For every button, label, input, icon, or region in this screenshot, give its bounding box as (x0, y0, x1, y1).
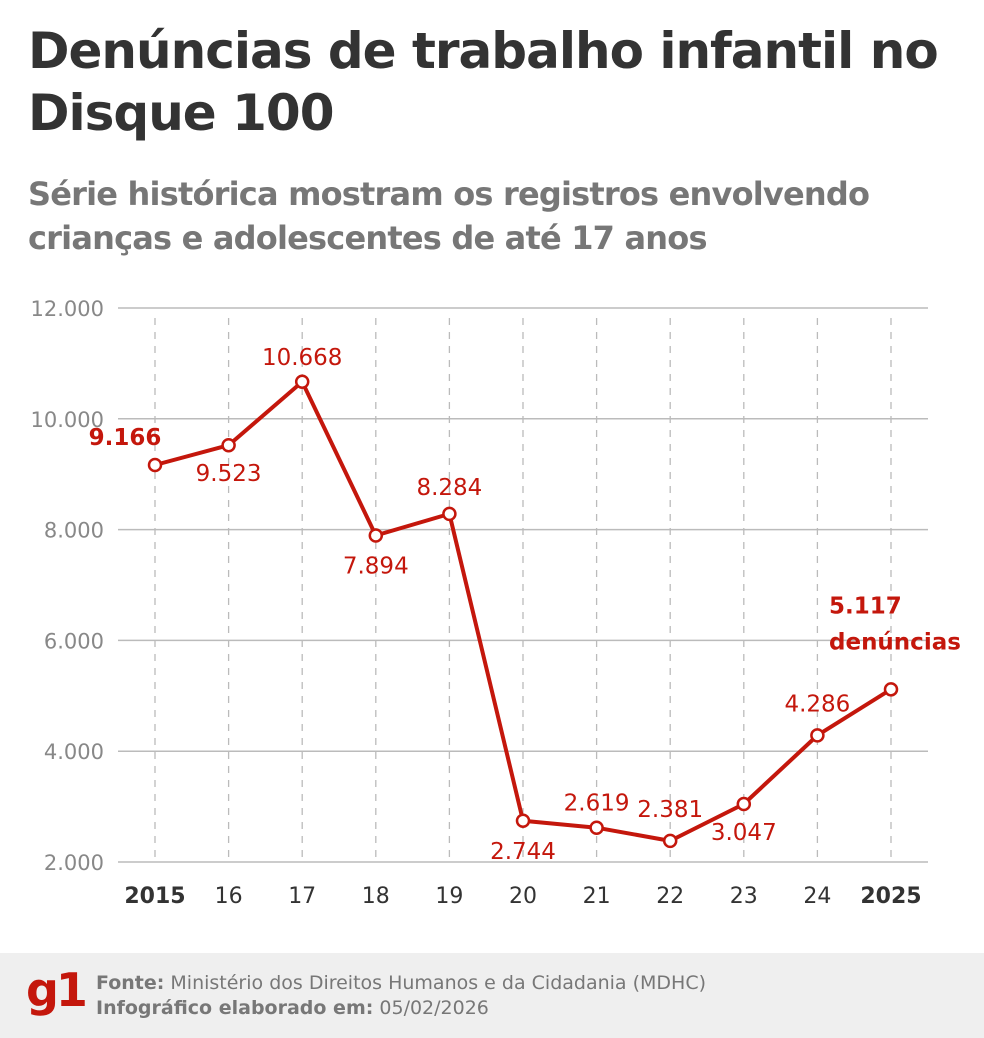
y-tick-label: 6.000 (44, 629, 104, 653)
x-tick-label: 20 (509, 884, 537, 909)
g1-logo: g1 (26, 963, 88, 1017)
data-label: 2.619 (564, 791, 630, 817)
data-label: 9.523 (196, 461, 262, 487)
data-label: 8.284 (416, 475, 482, 501)
chart-subtitle: Série histórica mostram os registros env… (28, 175, 870, 257)
source-text: Fonte: Ministério dos Direitos Humanos e… (96, 971, 706, 1021)
data-label: 2.381 (637, 797, 703, 823)
chart-title: Denúncias de trabalho infantil no Disque… (28, 22, 939, 142)
data-point (442, 506, 457, 522)
data-point (221, 437, 236, 453)
x-tick-label: 22 (656, 884, 684, 909)
y-tick-label: 4.000 (44, 740, 104, 764)
data-point (294, 374, 310, 390)
x-tick-label: 2015 (124, 884, 185, 909)
data-point (736, 796, 752, 812)
x-tick-label: 23 (730, 884, 758, 909)
x-tick-label: 24 (803, 884, 831, 909)
x-tick-label: 19 (435, 884, 463, 909)
y-tick-label: 8.000 (44, 519, 104, 543)
x-tick-label: 2025 (860, 884, 921, 909)
data-label: 7.894 (343, 553, 409, 579)
y-tick-label: 10.000 (31, 408, 104, 432)
data-point (883, 682, 899, 697)
source-label: Fonte: (96, 972, 165, 994)
x-tick-label: 21 (583, 884, 611, 909)
footer: g1 Fonte: Ministério dos Direitos Humano… (0, 953, 984, 1038)
data-label: 10.668 (262, 345, 342, 371)
data-label: 9.166 (89, 425, 162, 451)
date-label: Infográfico elaborado em: (96, 997, 374, 1019)
x-tick-label: 18 (362, 884, 390, 909)
data-point (589, 820, 604, 835)
data-point (515, 813, 531, 829)
data-label: 4.286 (784, 691, 850, 717)
data-label: 3.047 (711, 820, 777, 846)
data-label-suffix: denúncias (829, 629, 961, 655)
y-tick-label: 12.000 (31, 297, 104, 321)
data-point (810, 728, 825, 743)
data-label: 2.744 (490, 839, 556, 865)
date-value: 05/02/2026 (379, 997, 489, 1019)
x-tick-label: 17 (288, 884, 316, 909)
line-chart: 12.000 10.000 8.000 6.000 4.000 2.000 2015 16 17… (31, 297, 961, 909)
data-point (368, 528, 384, 543)
data-label: 5.117 (829, 593, 902, 619)
data-point (662, 833, 678, 849)
data-point (147, 457, 163, 473)
y-tick-label: 2.000 (44, 851, 104, 875)
x-tick-label: 16 (215, 884, 243, 909)
source-value: Ministério dos Direitos Humanos e da Cid… (170, 972, 707, 994)
